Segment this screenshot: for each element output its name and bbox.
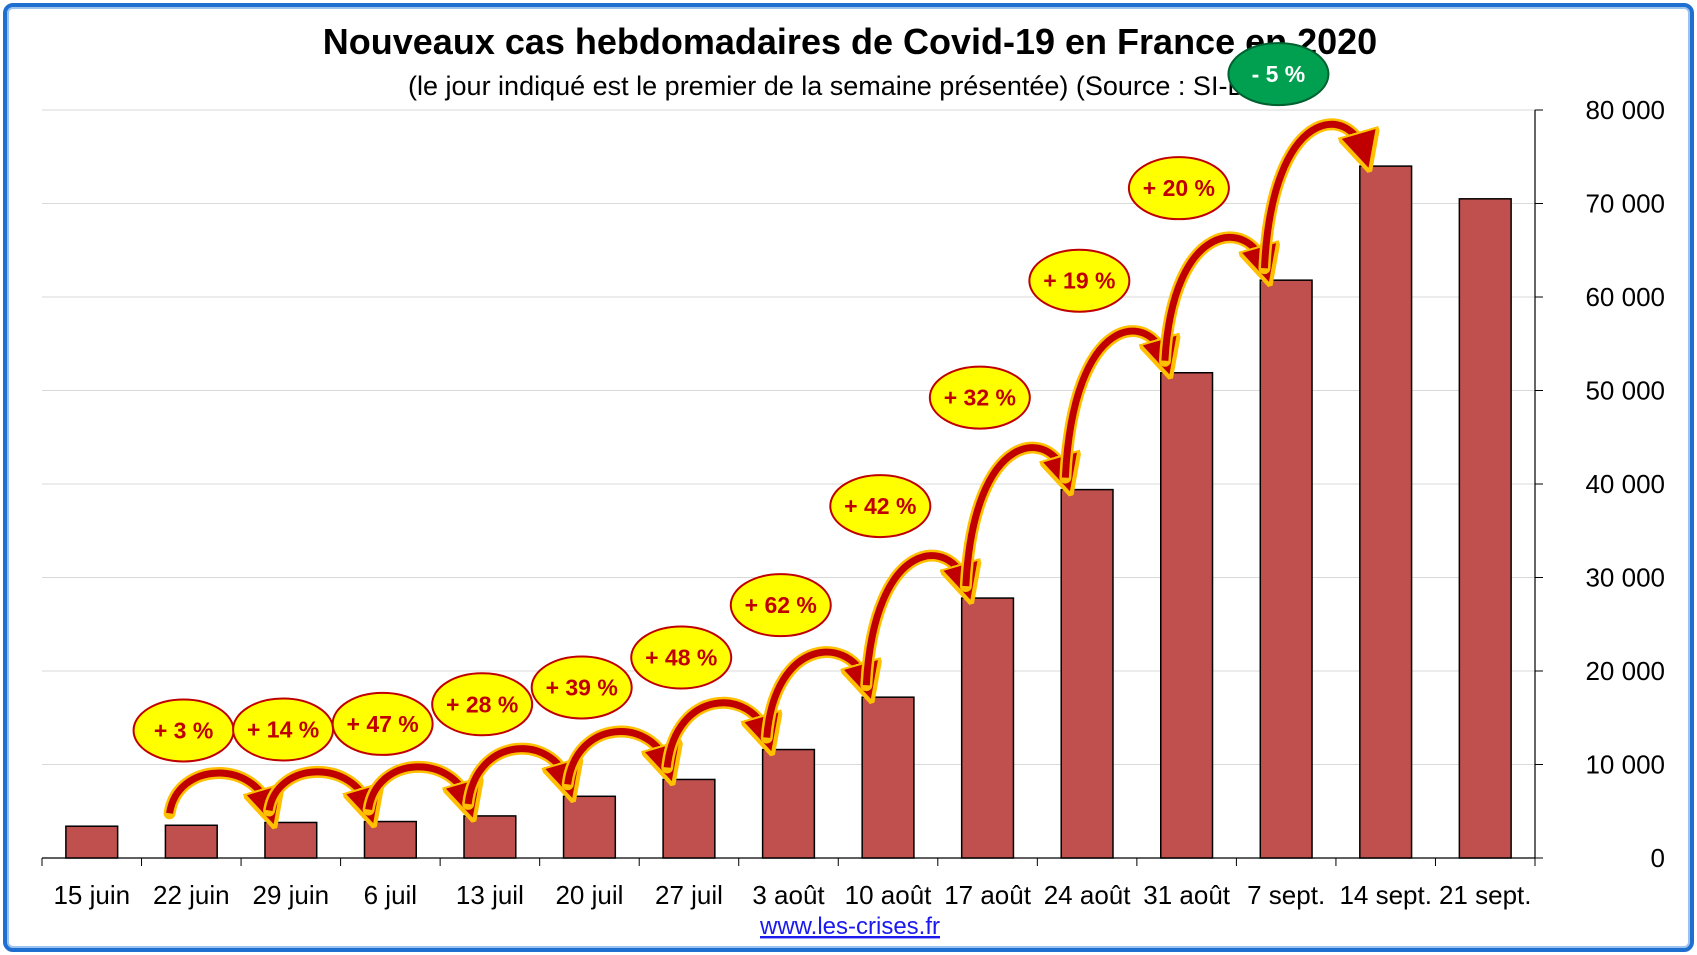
change-badge xyxy=(331,691,434,756)
change-arrow xyxy=(166,769,270,813)
change-arrow-outline xyxy=(1059,325,1171,484)
bar xyxy=(1259,279,1313,859)
x-tick-label: 21 sept. xyxy=(1439,880,1532,910)
x-tick-label: 14 sept. xyxy=(1339,880,1432,910)
change-arrow-outline xyxy=(959,441,1072,593)
y-axis-ticks: 0 10 000 20 000 30 000 40 000 50 000 60 000 70 … xyxy=(1585,95,1665,873)
change-badge xyxy=(1227,42,1330,107)
x-tick-label: 22 juin xyxy=(153,880,230,910)
change-arrows xyxy=(163,118,1370,820)
change-arrow xyxy=(464,745,568,804)
change-badge-label: + 20 % xyxy=(1143,175,1215,201)
x-tick-label: 29 juin xyxy=(253,880,330,910)
change-arrow-outline xyxy=(163,767,276,820)
bar xyxy=(1359,165,1413,859)
change-arrow xyxy=(1161,233,1265,361)
change-arrow xyxy=(265,768,369,811)
y-tick-label: 50 000 xyxy=(1585,376,1665,406)
chart-title: Nouveaux cas hebdomadaires de Covid-19 e… xyxy=(323,21,1377,62)
change-arrow xyxy=(862,552,966,686)
bar xyxy=(463,815,517,859)
bar xyxy=(761,748,816,859)
change-badge-label: + 28 % xyxy=(446,691,518,717)
x-tick-label: 7 sept. xyxy=(1247,880,1325,910)
bar xyxy=(562,795,617,859)
change-badge xyxy=(630,625,733,690)
x-tick-label: 27 juil xyxy=(655,880,723,910)
y-tick-label: 20 000 xyxy=(1585,656,1665,686)
source-link[interactable]: www.les-crises.fr xyxy=(759,913,940,940)
bar xyxy=(164,824,218,859)
x-tick-label: 31 août xyxy=(1143,880,1231,910)
change-badge-label: + 48 % xyxy=(645,645,717,671)
x-tick-label: 15 juin xyxy=(53,880,130,910)
change-badge xyxy=(829,474,932,539)
change-badges: + 3 % + 14 % + 47 % + 28 % + 39 % + 48 % + 62 … xyxy=(132,42,1330,763)
change-badge xyxy=(729,573,832,638)
bar xyxy=(1160,371,1214,859)
y-tick-label: 80 000 xyxy=(1585,95,1665,125)
bar xyxy=(1060,488,1114,859)
y-tick-label: 0 xyxy=(1651,843,1665,873)
bar xyxy=(264,821,318,859)
bar xyxy=(363,820,417,859)
change-arrow xyxy=(962,444,1066,587)
x-tick-label: 6 juil xyxy=(364,880,417,910)
bar xyxy=(65,825,119,859)
change-badge xyxy=(530,655,633,720)
x-tick-label: 10 août xyxy=(845,880,933,910)
y-tick-label: 70 000 xyxy=(1585,189,1665,219)
change-badge xyxy=(431,672,534,737)
change-arrow-outline xyxy=(263,765,375,817)
y-tick-label: 30 000 xyxy=(1585,563,1665,593)
x-tick-label: 20 juil xyxy=(555,880,623,910)
change-arrow xyxy=(365,763,469,810)
change-badge-label: + 32 % xyxy=(944,385,1016,411)
bar xyxy=(662,778,716,859)
x-tick-label: 24 août xyxy=(1044,880,1132,910)
change-arrow-outline xyxy=(860,549,972,692)
change-badge-label: + 62 % xyxy=(745,592,817,618)
change-arrow xyxy=(1061,327,1165,478)
x-tick-label: 13 juil xyxy=(456,880,524,910)
change-arrow-outline xyxy=(362,760,475,816)
change-arrow-outline xyxy=(1158,231,1271,367)
change-badge xyxy=(1028,248,1131,313)
change-badge-label: + 14 % xyxy=(247,717,319,743)
bar xyxy=(861,696,915,859)
change-badge xyxy=(928,365,1031,430)
change-badge-label: + 3 % xyxy=(154,717,213,743)
change-badge-label: + 47 % xyxy=(347,711,419,737)
x-axis-labels: 15 juin 22 juin 29 juin 6 juil 13 juil 20 jui… xyxy=(53,880,1531,910)
chart-subtitle: (le jour indiqué est le premier de la se… xyxy=(408,71,1292,101)
change-arrow xyxy=(564,728,668,785)
bar xyxy=(1458,198,1512,859)
bars xyxy=(65,165,1512,859)
x-tick-label: 17 août xyxy=(944,880,1032,910)
x-tick-label: 3 août xyxy=(752,880,825,910)
y-tick-label: 60 000 xyxy=(1585,282,1665,312)
y-tick-label: 10 000 xyxy=(1585,750,1665,780)
change-badge-label: + 19 % xyxy=(1043,268,1115,294)
change-badge-label: - 5 % xyxy=(1252,61,1306,87)
bar xyxy=(960,597,1015,859)
change-badge xyxy=(1127,156,1230,221)
change-badge-label: + 39 % xyxy=(546,674,618,700)
change-badge-label: + 42 % xyxy=(844,493,916,519)
change-arrow-outline xyxy=(1258,118,1370,275)
change-arrow xyxy=(663,699,767,768)
change-arrow xyxy=(1260,120,1364,269)
y-tick-label: 40 000 xyxy=(1585,469,1665,499)
change-arrow xyxy=(763,648,867,738)
